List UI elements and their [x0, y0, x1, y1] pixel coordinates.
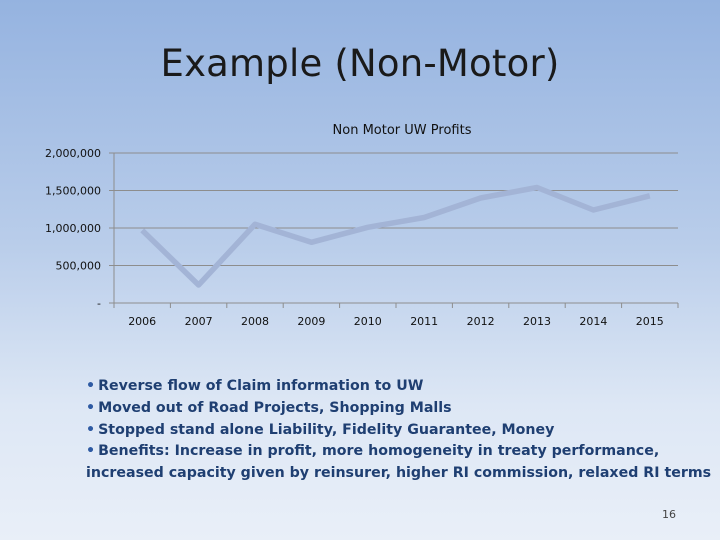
bullet-marker: • [86, 378, 96, 394]
x-tick-label: 2009 [297, 315, 325, 328]
chart-gridlines [114, 152, 678, 266]
bullet-text: Benefits: Increase in profit, more homog… [98, 443, 660, 460]
x-tick-label: 2015 [636, 315, 664, 328]
y-tick-label: - [97, 297, 101, 310]
chart-title: Non Motor UW Profits [333, 123, 472, 138]
x-tick-label: 2013 [523, 315, 551, 328]
line-chart: Non Motor UW Profits - 500,000 1,000,000 1,… [45, 123, 679, 328]
bullet-item-3: • Stopped stand alone Liability, Fidelity… [86, 420, 686, 442]
x-tick-label: 2008 [241, 315, 269, 328]
bullet-item-2: • Moved out of Road Projects, Shopping Ma… [86, 398, 686, 420]
y-tick-label: 2,000,000 [45, 147, 101, 160]
bullet-item-4: • Benefits: Increase in profit, more homo… [86, 441, 686, 463]
y-tick-label: 1,000,000 [45, 222, 101, 235]
chart-axes: - 500,000 1,000,000 1,500,000 2,000,000 2006 2… [45, 147, 679, 328]
bullet-marker: • [86, 421, 96, 438]
x-tick-label: 2006 [128, 315, 156, 328]
bullet-item-1: • Reverse flow of Claim information to UW [86, 376, 686, 398]
series-line [140, 184, 651, 288]
slide-title: Example (Non-Motor) [160, 42, 560, 85]
bullet-text: Moved out of Road Projects, Shopping Mal… [98, 399, 452, 416]
x-tick-label: 2010 [354, 315, 382, 328]
x-tick-label: 2012 [467, 315, 495, 328]
bullet-text: Reverse flow of Claim information to UW [98, 378, 424, 394]
x-tick-label: 2014 [579, 315, 607, 328]
bullet-continuation: increased capacity given by reinsurer, h… [86, 465, 712, 482]
y-tick-label: 1,500,000 [45, 185, 101, 198]
y-tick-label: 500,000 [56, 260, 102, 273]
bullet-marker: • [86, 443, 96, 460]
bullet-marker: • [86, 399, 96, 416]
bullet-text: Stopped stand alone Liability, Fidelity … [98, 421, 555, 438]
bullet-list: • Reverse flow of Claim information to UW… [86, 376, 712, 485]
chart-series [140, 184, 651, 288]
x-tick-label: 2011 [410, 315, 438, 328]
page-number: 16 [662, 508, 676, 521]
x-tick-label: 2007 [185, 315, 213, 328]
